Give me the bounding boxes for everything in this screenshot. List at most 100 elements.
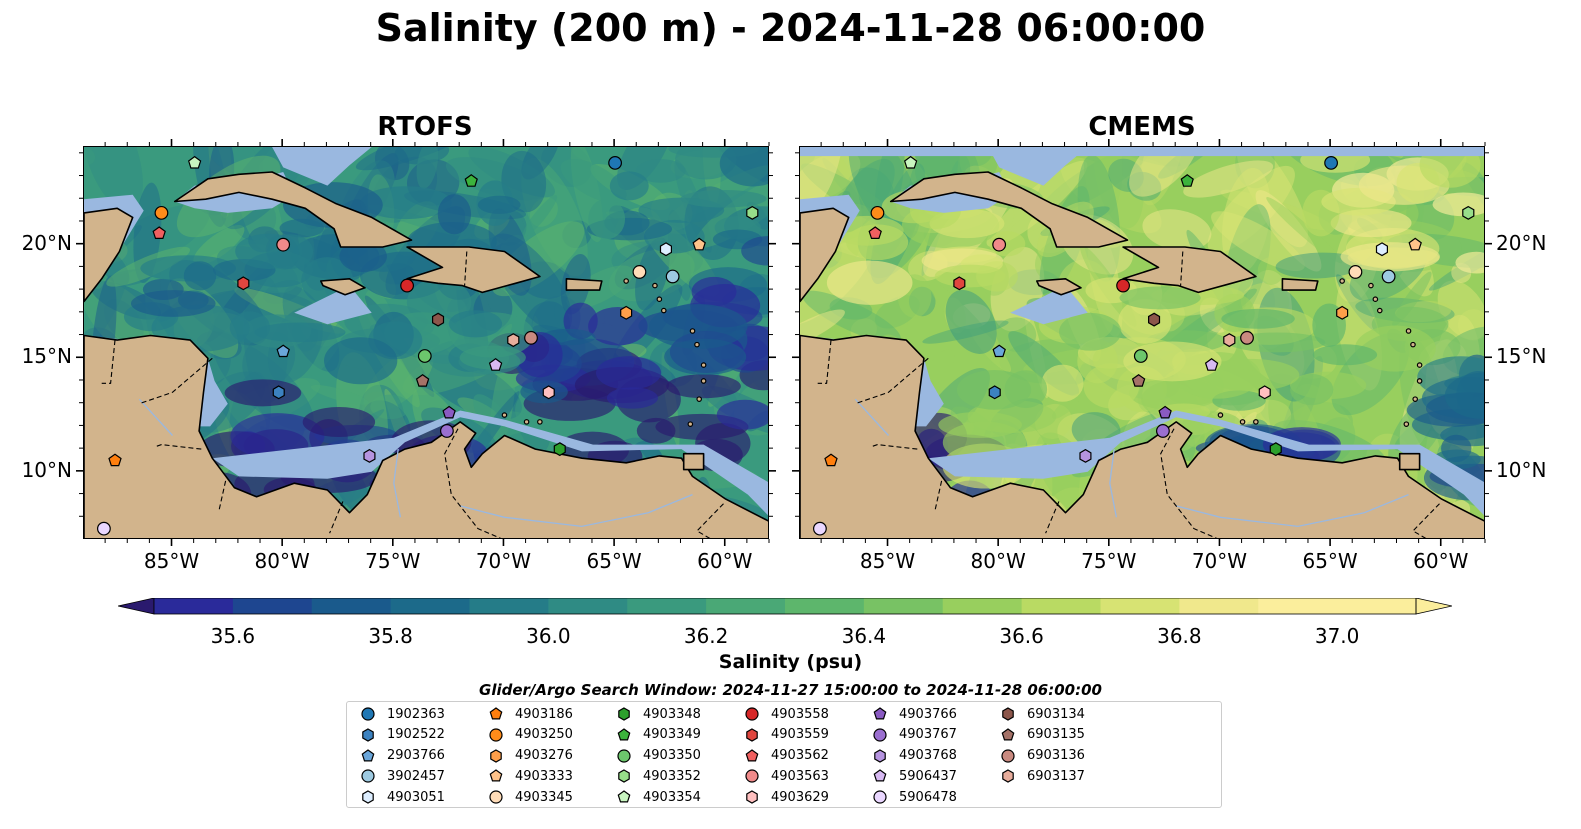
lon-tick-label: 65°W <box>1302 549 1358 573</box>
colorbar-bin <box>548 598 628 614</box>
legend-label: 1902522 <box>387 727 445 743</box>
shelf-area <box>1010 285 1088 325</box>
float-marker-4903333 <box>1408 237 1422 251</box>
lat-tick-label: 10°N <box>21 457 72 482</box>
river <box>138 398 173 436</box>
pentagon-marker-icon <box>873 769 887 782</box>
pentagon-marker-icon <box>1001 728 1015 741</box>
colorbar-tick-label: 36.4 <box>841 624 887 648</box>
country-border <box>934 480 943 511</box>
legend-item: 6903134 <box>997 705 1085 723</box>
float-marker-3902457 <box>665 269 680 284</box>
legend-item: 1902363 <box>357 705 445 723</box>
legend-item: 4903767 <box>869 726 957 744</box>
hexagon-marker-icon <box>746 790 758 804</box>
float-marker-4903348 <box>553 442 566 457</box>
land-centralAmerica <box>800 334 1484 538</box>
small-island <box>689 328 696 334</box>
small-island <box>700 378 707 384</box>
legend-item: 4903354 <box>613 788 701 806</box>
lon-tick-label: 75°W <box>365 549 421 573</box>
legend-item: 4903350 <box>613 747 701 765</box>
colorbar-bin <box>1337 598 1417 614</box>
small-island <box>1239 419 1246 425</box>
hexagon-marker-icon <box>746 728 758 742</box>
float-marker-6903134 <box>432 312 445 327</box>
float-marker-4903186 <box>108 453 122 467</box>
small-island <box>1372 296 1379 303</box>
circle-marker-icon <box>745 769 759 783</box>
legend-marker <box>745 748 759 762</box>
legend-label: 4903629 <box>771 789 829 805</box>
legend-marker <box>873 728 887 742</box>
float-marker-4903766 <box>1158 405 1172 419</box>
small-island <box>1416 362 1423 368</box>
legend-marker <box>489 728 503 742</box>
legend-marker <box>361 707 375 721</box>
float-marker-4903767 <box>1156 424 1170 438</box>
figure-title: Salinity (200 m) - 2024-11-28 06:00:00 <box>375 6 1206 50</box>
small-island <box>1217 412 1224 418</box>
small-island <box>1403 421 1410 427</box>
float-marker-4903563 <box>992 237 1007 252</box>
float-marker-4903250 <box>154 205 169 220</box>
country-border <box>817 340 832 384</box>
legend-marker <box>874 748 886 763</box>
legend-marker <box>1002 769 1014 784</box>
circle-marker-icon <box>489 790 503 804</box>
colorbar-bin <box>1021 598 1102 614</box>
legend-item: 6903136 <box>997 747 1085 765</box>
small-island <box>656 296 663 303</box>
legend-marker <box>617 748 631 763</box>
land-yucatan <box>84 207 134 303</box>
circle-marker-icon <box>617 748 631 763</box>
float-marker-5906437 <box>488 358 503 371</box>
float-marker-4903767 <box>440 424 454 438</box>
shelf-area <box>212 410 768 516</box>
colorbar-label: Salinity (psu) <box>718 651 863 673</box>
small-island <box>687 421 694 427</box>
shelf-area <box>272 147 372 186</box>
pentagon-marker-icon <box>489 707 503 720</box>
land-cuba <box>173 171 413 248</box>
lon-tick-label: 70°W <box>1191 549 1248 573</box>
small-island <box>696 396 702 402</box>
circle-marker-icon <box>489 728 503 742</box>
float-marker-4903352 <box>1462 205 1475 220</box>
float-marker-4903558 <box>1116 278 1130 293</box>
float-marker-6903135 <box>1131 373 1146 387</box>
small-island <box>1412 396 1418 402</box>
small-island <box>501 412 508 418</box>
country-border <box>1180 251 1184 286</box>
country-border <box>870 444 918 450</box>
shelf-area <box>928 410 1484 516</box>
legend-label: 4903348 <box>643 706 701 722</box>
legend-label: 4903562 <box>771 748 829 764</box>
legend-label: 3902457 <box>387 768 445 784</box>
legend-item: 4903250 <box>485 726 573 744</box>
legend-label: 4903186 <box>515 706 573 722</box>
legend-item: 6903135 <box>997 726 1085 744</box>
float-marker-4903349 <box>464 174 478 187</box>
panel-title-rtofs: RTOFS <box>377 112 473 142</box>
colorbar-bin <box>390 598 471 614</box>
lat-tick-label: 20°N <box>1496 230 1547 255</box>
legend-marker <box>362 790 374 804</box>
small-island <box>1368 282 1374 289</box>
float-marker-4903051 <box>1375 242 1389 257</box>
hexagon-marker-icon <box>618 769 630 784</box>
legend-label: 4903766 <box>899 706 957 722</box>
small-island <box>1253 419 1259 425</box>
legend-label: 6903134 <box>1027 706 1085 722</box>
land-trinidad <box>1398 452 1421 471</box>
circle-marker-icon <box>361 707 375 721</box>
land-yucatan <box>800 207 850 303</box>
legend-marker <box>746 790 758 804</box>
search-window-text: Glider/Argo Search Window: 2024-11-27 15… <box>479 681 1102 699</box>
country-border <box>1045 501 1060 534</box>
float-marker-4903354 <box>903 155 918 169</box>
float-marker-6903136 <box>524 330 538 345</box>
colorbar-arrow-high <box>1415 597 1453 615</box>
small-island <box>623 278 629 284</box>
legend-item: 5906437 <box>869 767 957 785</box>
